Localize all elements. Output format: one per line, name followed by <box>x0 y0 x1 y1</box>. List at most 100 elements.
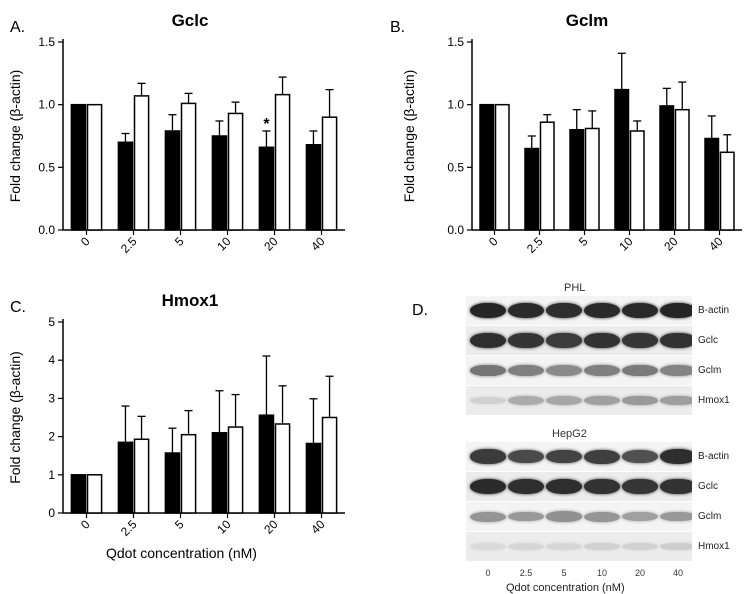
y-tick-label: 0.5 <box>38 160 55 174</box>
y-axis-label: Fold change (β-actin) <box>7 351 23 484</box>
bar <box>704 137 720 231</box>
bar <box>719 151 735 231</box>
blot-row-label: B-actin <box>698 451 730 462</box>
x-tick-label: 20 <box>261 234 281 254</box>
x-tick-label: 40 <box>308 517 328 537</box>
bar <box>321 416 338 514</box>
x-axis-label: Qdot concentration (nM) <box>106 545 257 561</box>
y-axis-label: Fold change (β-actin) <box>7 70 23 203</box>
blot-band <box>584 303 620 318</box>
bar <box>479 103 495 231</box>
chart-title: Gclm <box>566 11 609 30</box>
blot-band <box>470 449 506 464</box>
bar <box>539 121 555 231</box>
panel-letter: B. <box>390 19 405 36</box>
blot-band <box>622 364 658 377</box>
blot-lane-label: 20 <box>634 568 645 578</box>
bar <box>305 442 322 514</box>
y-tick-label: 5 <box>48 315 55 329</box>
blot-band <box>508 333 544 348</box>
blot-band <box>584 511 620 522</box>
bar <box>117 441 134 514</box>
blot-band <box>546 511 582 522</box>
blot-lane-label: 40 <box>672 568 683 578</box>
x-tick-label: 0 <box>486 234 501 249</box>
bar <box>258 414 275 514</box>
bar <box>629 130 645 231</box>
blot-band <box>660 395 692 406</box>
blot-band <box>622 511 658 522</box>
y-tick-label: 2 <box>48 430 55 444</box>
blot-band <box>622 333 658 348</box>
blot-band <box>546 333 582 348</box>
bar <box>305 144 322 231</box>
x-tick-label: 5 <box>576 234 591 249</box>
bar <box>86 103 103 231</box>
x-tick-label: 5 <box>172 517 187 532</box>
blot-lane-label: 2.5 <box>519 568 533 578</box>
chart-hmox1: C. Hmox1 Fold change (β-actin) 0 1 2 3 4 5 0 2.5 5 1… <box>7 291 345 539</box>
bar <box>211 135 228 231</box>
y-axis-label: Fold change (β-actin) <box>401 70 417 203</box>
x-tick-label: 40 <box>308 234 328 254</box>
blot-band <box>660 542 692 551</box>
blot-strip-row <box>466 532 692 561</box>
bar <box>180 433 197 514</box>
x-tick-label: 0 <box>78 234 93 249</box>
bar <box>524 147 540 231</box>
bar <box>274 423 291 514</box>
x-tick-label: 2.5 <box>118 517 140 539</box>
blot-band <box>546 479 582 494</box>
blot-band <box>584 333 620 348</box>
panel-b: B. Gclm Fold change (β-actin) 0.0 0.5 1.0 1.5 0… <box>380 0 750 280</box>
bar <box>227 426 244 514</box>
bar <box>258 146 275 231</box>
significance-marker: * <box>263 116 270 133</box>
y-tick-label: 1.5 <box>38 35 55 49</box>
panel-letter: C. <box>10 299 26 316</box>
blot-row-label: Hmox1 <box>698 541 730 552</box>
bar <box>70 103 87 231</box>
panel-c: C. Hmox1 Fold change (β-actin) 0 1 2 3 4 5 0 2.5 5 1… <box>0 280 360 540</box>
x-tick-label: 10 <box>616 234 636 254</box>
blot-row-label: Gclc <box>698 335 718 346</box>
blot-band <box>470 511 506 522</box>
blot-band <box>584 395 620 406</box>
chart-title: Hmox1 <box>162 291 219 310</box>
bar <box>164 452 181 514</box>
blot-band <box>470 479 506 494</box>
blot-band <box>546 365 582 376</box>
blot-strip-row <box>466 326 692 355</box>
x-tick-label: 40 <box>706 234 726 254</box>
blot-row-label: B-actin <box>698 305 730 316</box>
blot-band <box>660 511 692 522</box>
bar <box>494 103 510 231</box>
blot-strip-row <box>466 472 692 501</box>
blot-band <box>622 542 658 551</box>
blot-band <box>660 333 692 348</box>
blot-x-axis-label: Qdot concentration (nM) <box>506 582 625 594</box>
blot-band <box>584 479 620 494</box>
y-tick-label: 1.0 <box>38 98 55 112</box>
blot-section-title: PHL <box>564 282 586 294</box>
x-tick-label: 0 <box>78 517 93 532</box>
panel-letter-d: D. <box>412 302 428 319</box>
blot-band <box>660 365 692 376</box>
chart-title: Gclc <box>172 11 209 30</box>
blot-band <box>470 396 506 405</box>
blot-band <box>508 511 544 522</box>
blot-lane-label: 10 <box>596 568 607 578</box>
blot-band <box>508 396 544 405</box>
blot-strip-row <box>466 442 692 471</box>
blot-band <box>546 543 582 550</box>
blot-strip-row <box>466 386 692 415</box>
blot-strip-row <box>466 356 692 385</box>
blot-lane-label: 0 <box>485 568 491 578</box>
blot-band <box>508 479 544 494</box>
y-tick-label: 4 <box>48 353 55 367</box>
bar <box>133 438 150 514</box>
blot-section-title: HepG2 <box>552 428 587 440</box>
y-tick-label: 0.0 <box>38 223 55 237</box>
y-tick-label: 0.0 <box>447 223 464 237</box>
bar <box>180 102 197 231</box>
